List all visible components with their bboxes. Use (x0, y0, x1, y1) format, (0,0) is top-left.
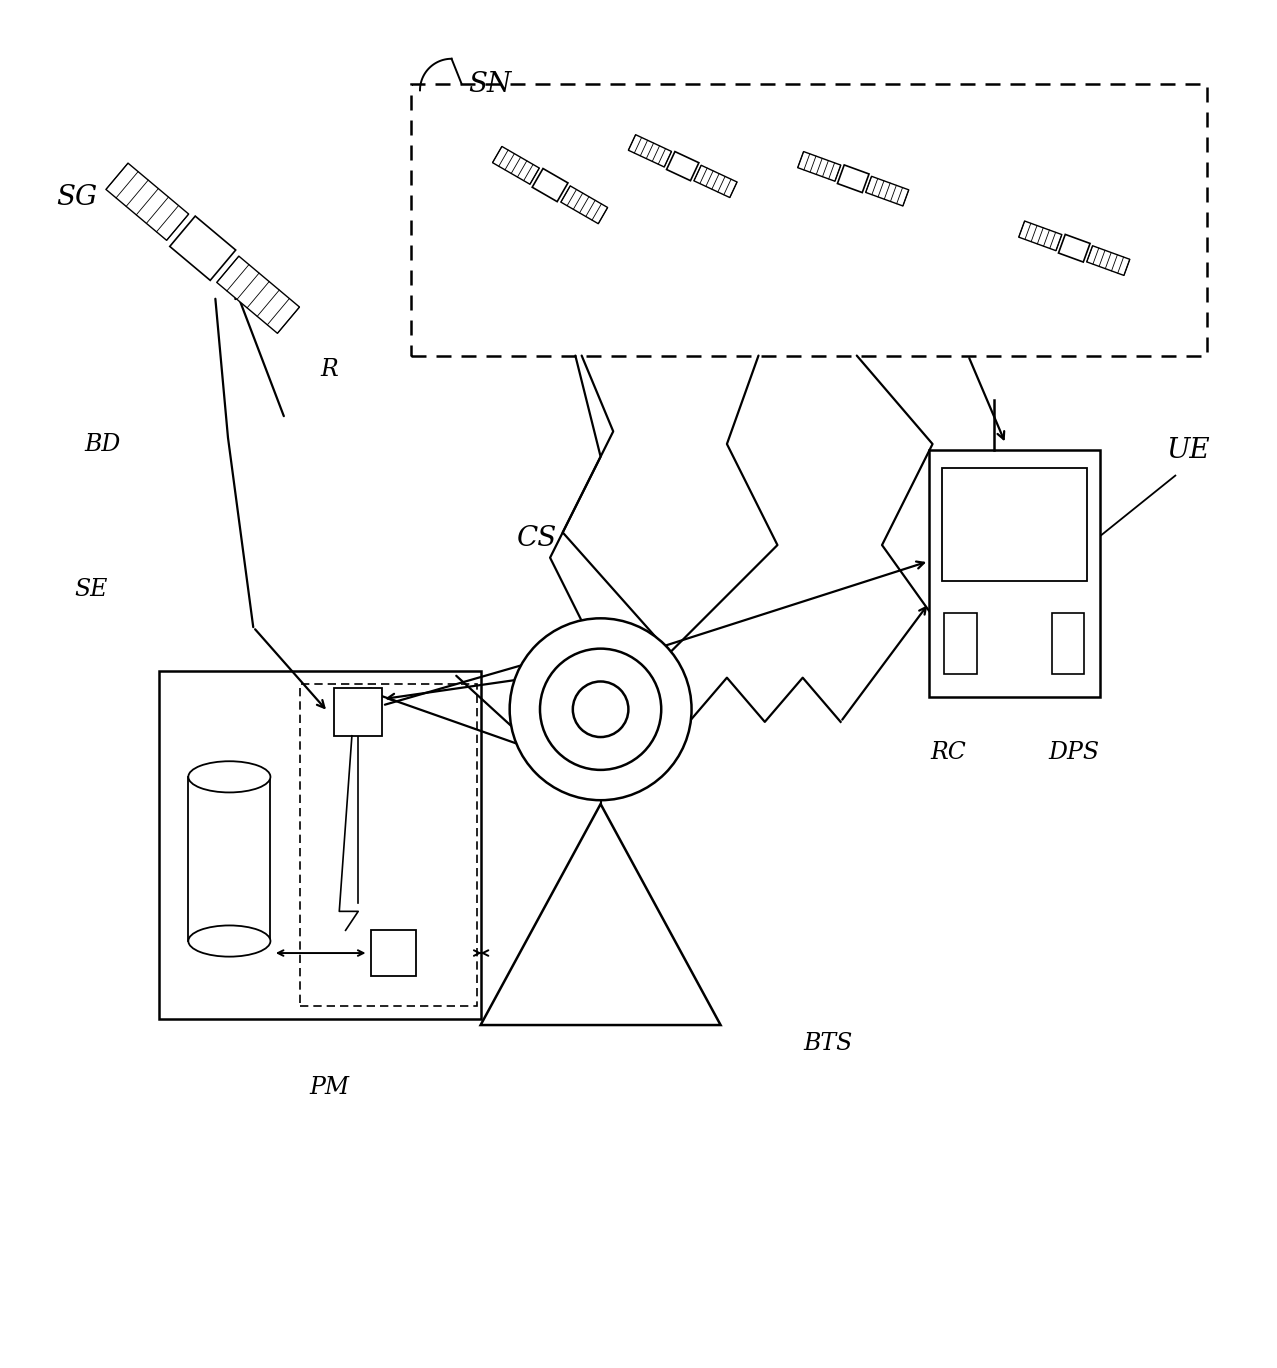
Text: PM: PM (309, 1075, 349, 1099)
Circle shape (573, 681, 628, 737)
Bar (941, 468, 1087, 581)
Circle shape (510, 618, 692, 800)
Bar (300, 684, 478, 1005)
Text: BD: BD (84, 432, 120, 456)
Text: BTS: BTS (803, 1033, 853, 1056)
Bar (188, 777, 271, 941)
Bar (1051, 613, 1084, 674)
Text: SN: SN (467, 71, 511, 97)
Polygon shape (480, 804, 720, 1025)
Bar (411, 83, 1207, 356)
Polygon shape (1019, 222, 1062, 250)
Ellipse shape (188, 925, 271, 956)
Bar (944, 613, 977, 674)
Polygon shape (493, 146, 539, 185)
Circle shape (540, 648, 661, 770)
Polygon shape (667, 152, 699, 181)
Polygon shape (217, 256, 300, 334)
Ellipse shape (188, 761, 271, 792)
Polygon shape (693, 166, 737, 197)
Polygon shape (838, 166, 870, 193)
Bar (928, 450, 1099, 696)
Polygon shape (798, 152, 840, 181)
Polygon shape (170, 216, 236, 280)
Polygon shape (1059, 234, 1091, 263)
Polygon shape (628, 134, 672, 167)
Polygon shape (561, 186, 608, 224)
Bar (370, 930, 416, 975)
Text: DPS: DPS (1048, 741, 1099, 763)
Text: UE: UE (1166, 436, 1209, 464)
Polygon shape (533, 168, 568, 201)
Polygon shape (1087, 246, 1130, 275)
Text: SE: SE (74, 577, 109, 601)
Text: R: R (321, 358, 338, 380)
Text: RC: RC (930, 741, 965, 763)
Bar (158, 672, 480, 1019)
Text: CS: CS (517, 525, 558, 553)
Polygon shape (866, 176, 909, 207)
Text: SG: SG (56, 185, 97, 211)
Polygon shape (106, 163, 189, 241)
Bar (335, 688, 382, 736)
